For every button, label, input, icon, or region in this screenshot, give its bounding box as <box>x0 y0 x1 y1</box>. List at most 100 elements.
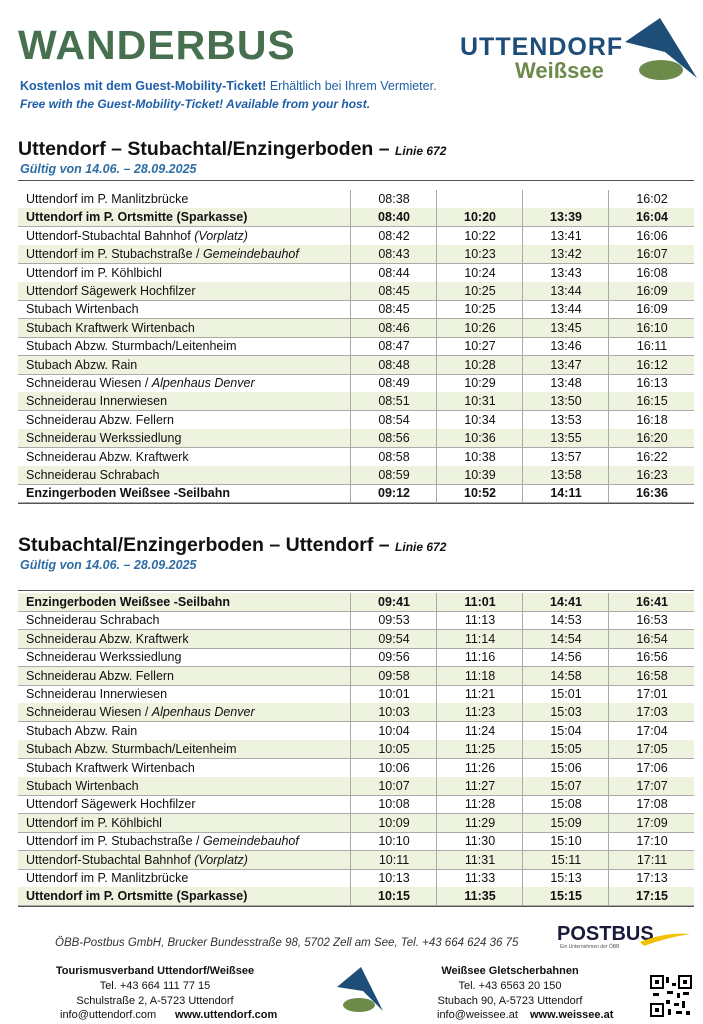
departure-time: 15:05 <box>522 740 609 759</box>
right-web: www.weissee.at <box>530 1009 614 1021</box>
departure-time: 15:10 <box>522 832 609 851</box>
stop-name: Uttendorf-Stubachtal Bahnhof <box>26 228 191 243</box>
stop-note: Gemeindebauhof <box>202 834 299 849</box>
stop-name: Uttendorf im P. Ortsmitte (Sparkasse) <box>26 889 248 904</box>
departure-time: 10:27 <box>436 337 523 356</box>
stop-cell: Schneiderau Abzw. Kraftwerk <box>18 630 348 648</box>
departure-time: 11:25 <box>436 740 523 759</box>
departure-time: 08:46 <box>350 318 437 337</box>
logo-bottom: Weißsee <box>515 58 604 83</box>
departure-time: 13:48 <box>522 374 609 392</box>
departure-time: 08:40 <box>350 208 437 227</box>
departure-time: 10:36 <box>436 429 523 448</box>
departure-time: 11:26 <box>436 758 523 777</box>
subtitle-de: Kostenlos mit dem Guest-Mobility-Ticket!… <box>20 79 437 93</box>
table-row: Schneiderau Abzw. Kraftwerk 08:58 10:38 13:… <box>18 447 694 467</box>
departure-time: 11:30 <box>436 832 523 851</box>
right-name: Weißsee Gletscherbahnen <box>441 965 579 977</box>
stop-name: Stubach Abzw. Rain <box>26 357 138 372</box>
subtitle-de-text: Erhältlich bei Ihrem Vermieter. <box>269 79 437 93</box>
stop-cell: Uttendorf im P. Stubachstraße / Gemeinde… <box>18 245 348 263</box>
stop-name: Schneiderau Abzw. Fellern <box>26 668 175 683</box>
left-address: Schulstraße 2, A-5723 Uttendorf <box>76 995 234 1007</box>
departure-time: 10:03 <box>350 703 437 722</box>
departure-time: 10:15 <box>350 887 437 906</box>
departure-time: 10:28 <box>436 355 523 374</box>
departure-time: 16:15 <box>608 392 695 411</box>
stop-cell: Stubach Kraftwerk Wirtenbach <box>18 759 348 777</box>
stop-cell: Uttendorf im P. Stubachstraße / Gemeinde… <box>18 832 348 850</box>
stop-cell: Stubach Abzw. Rain <box>18 356 348 374</box>
table-row: Uttendorf im P. Ortsmitte (Sparkasse) 10:… <box>18 887 694 907</box>
departure-time: 16:54 <box>608 629 695 648</box>
logo-mountain <box>625 18 697 78</box>
stop-name: Schneiderau Wiesen / <box>26 376 149 390</box>
stop-name: Schneiderau Abzw. Fellern <box>26 412 175 427</box>
departure-time: 16:56 <box>608 648 695 667</box>
stop-cell: Schneiderau Schrabach <box>18 611 348 629</box>
table-row: Schneiderau Innerwiesen 10:01 11:21 15:01 17… <box>18 685 694 704</box>
departure-time: 16:20 <box>608 429 695 448</box>
departure-time: 09:41 <box>350 593 437 611</box>
section-title: Uttendorf – Stubachtal/Enzingerboden – L… <box>18 138 446 161</box>
departure-time: 11:29 <box>436 813 523 832</box>
departure-time: 08:48 <box>350 355 437 374</box>
departure-time: 10:23 <box>436 245 523 264</box>
departure-time: 17:06 <box>608 758 695 777</box>
departure-time: 13:57 <box>522 447 609 466</box>
departure-time: 15:06 <box>522 758 609 777</box>
postbus-tag: Ein Unternehmen der ÖBB <box>560 944 620 950</box>
departure-time: 11:13 <box>436 611 523 630</box>
departure-time: 16:04 <box>608 208 695 227</box>
departure-time: 13:50 <box>522 392 609 411</box>
departure-time: 13:44 <box>522 300 609 319</box>
stop-name: Stubach Kraftwerk Wirtenbach <box>26 320 195 335</box>
table-row: Enzingerboden Weißsee -Seilbahn 09:12 10:5… <box>18 484 695 504</box>
stop-note: Gemeindebauhof <box>202 247 299 262</box>
stop-name: Stubach Abzw. Rain <box>26 723 138 738</box>
table-row: Enzingerboden Weißsee -Seilbahn 09:41 11:0… <box>18 593 694 612</box>
table-row: Schneiderau Schrabach 09:53 11:13 14:53 16:5… <box>18 611 695 631</box>
departure-time: 16:53 <box>608 611 695 630</box>
departure-time: 09:12 <box>350 484 437 503</box>
table-row: Schneiderau Wiesen / Alpenhaus Denver 10:… <box>18 703 695 723</box>
departure-time: 11:23 <box>436 703 523 722</box>
stop-name: Schneiderau Schrabach <box>26 613 160 628</box>
table-row: Stubach Wirtenbach 08:45 10:25 13:44 16:09 <box>18 300 694 320</box>
departure-time: 15:04 <box>522 721 609 740</box>
departure-time: 16:09 <box>608 282 695 300</box>
departure-time: 10:07 <box>350 777 437 795</box>
departure-time: 13:53 <box>522 410 609 429</box>
table-row: Stubach Kraftwerk Wirtenbach 08:46 10:26 13… <box>18 318 694 338</box>
departure-time: 16:36 <box>608 484 695 503</box>
departure-time: 10:24 <box>436 263 523 282</box>
stop-cell: Schneiderau Werkssiedlung <box>18 648 348 666</box>
departure-time: 14:56 <box>522 648 609 667</box>
stop-name: Enzingerboden Weißsee -Seilbahn <box>26 486 230 501</box>
subtitle-de-bold: Kostenlos mit dem Guest-Mobility-Ticket! <box>20 79 267 93</box>
stop-name: Stubach Wirtenbach <box>26 779 139 793</box>
departure-time: 16:13 <box>608 374 695 392</box>
departure-time: 10:05 <box>350 740 437 759</box>
stop-note: (Vorplatz) <box>194 228 248 243</box>
stop-cell: Schneiderau Werkssiedlung <box>18 429 348 447</box>
table-row: Uttendorf im P. Stubachstraße / Gemeinde… <box>18 832 694 852</box>
departure-time: 08:38 <box>350 190 437 208</box>
stop-name: Uttendorf im P. Köhlbichl <box>26 265 162 280</box>
logo-top: UTTENDORF <box>460 33 623 61</box>
footer-logo <box>337 967 383 1012</box>
table-row: Schneiderau Innerwiesen 08:51 10:31 13:50 16… <box>18 392 695 412</box>
departure-time: 16:58 <box>608 666 695 685</box>
departure-time: 17:09 <box>608 813 695 832</box>
departure-time: 17:04 <box>608 721 695 740</box>
table-row: Schneiderau Werkssiedlung 09:56 11:16 14:56… <box>18 648 695 668</box>
stop-name: Schneiderau Werkssiedlung <box>26 431 182 446</box>
stop-cell: Uttendorf im P. Ortsmitte (Sparkasse) <box>18 208 348 226</box>
stop-cell: Schneiderau Schrabach <box>18 466 348 484</box>
departure-time: 17:03 <box>608 703 695 722</box>
stop-cell: Schneiderau Innerwiesen <box>18 685 348 703</box>
stop-name: Uttendorf im P. Stubachstraße / <box>26 834 200 849</box>
stop-cell: Schneiderau Wiesen / Alpenhaus Denver <box>18 703 348 721</box>
departure-time: 17:05 <box>608 740 695 759</box>
stop-name: Schneiderau Innerwiesen <box>26 394 168 409</box>
